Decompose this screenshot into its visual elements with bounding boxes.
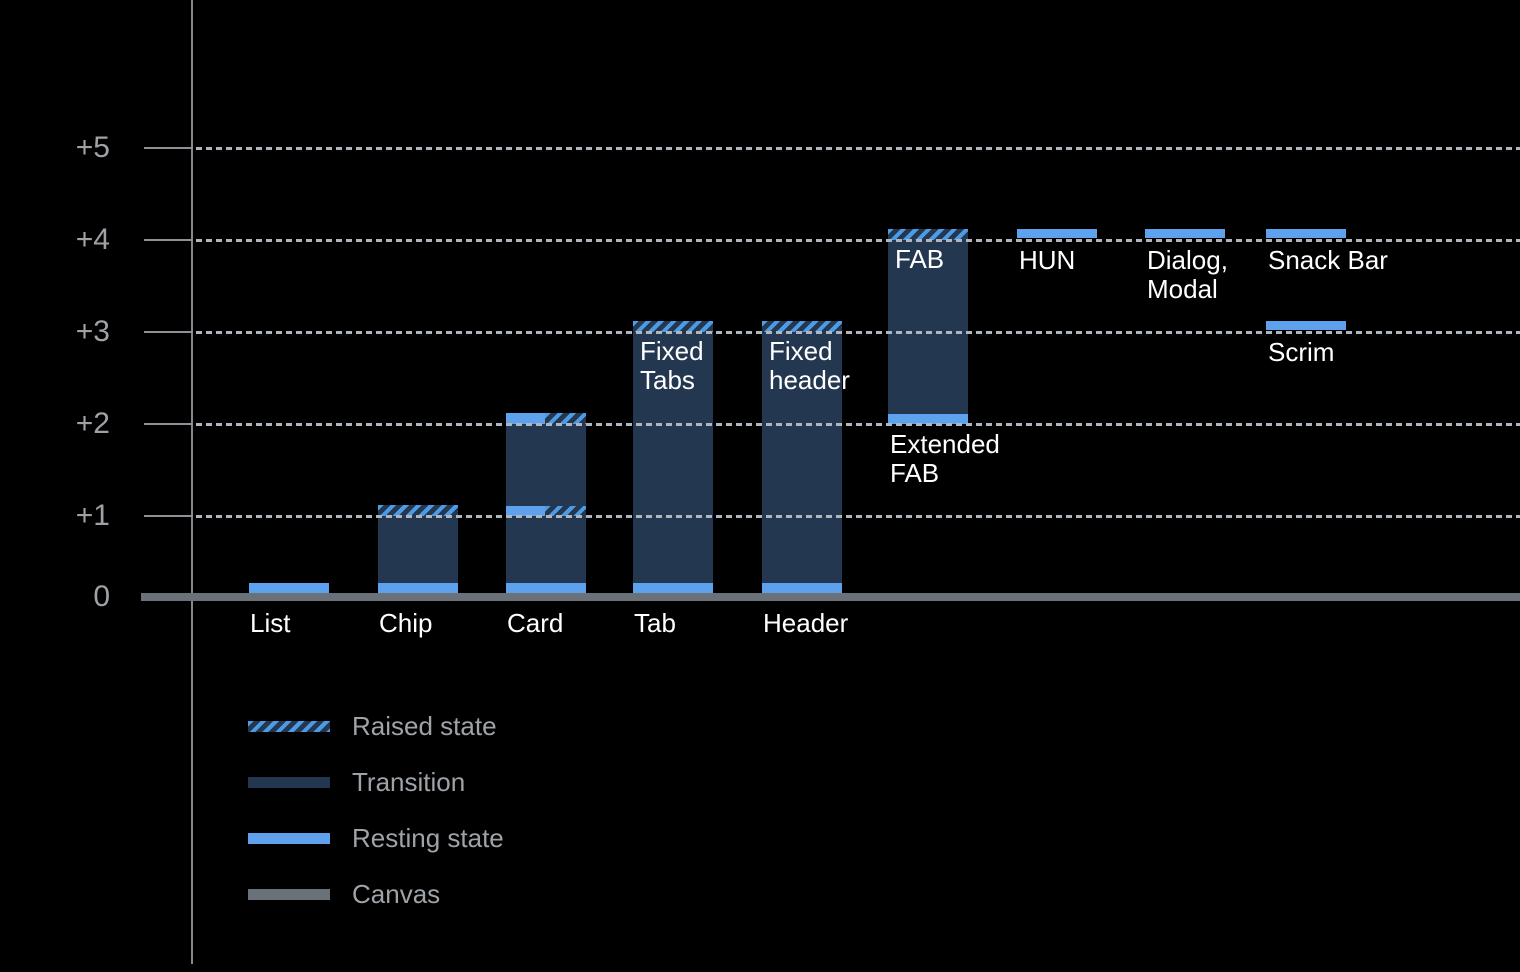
bar-scrim-below-label: Scrim [1268, 337, 1335, 367]
bar-card-resting-band [506, 583, 586, 593]
y-axis-tick-label-0: 0 [93, 580, 110, 613]
bar-snack-bar-below-label: Snack Bar [1268, 245, 1388, 275]
y-axis-tick-label-1: +1 [75, 499, 110, 532]
bar-header-axis-label: Header [763, 608, 849, 638]
gridline-1 [196, 515, 1520, 518]
gridline-4 [196, 239, 1520, 242]
bar-hun-resting-band [1017, 229, 1097, 238]
y-axis-line [191, 0, 193, 964]
bar-extended-fab-resting-band [888, 414, 968, 424]
bar-chip-axis-label: Chip [379, 608, 433, 638]
bar-card-mid-band-1-resting-half [506, 506, 545, 516]
bar-extended-fab-inner-label: FAB [895, 244, 945, 274]
legend-item-transition-swatch [248, 777, 330, 788]
bar-header-top-band [762, 321, 842, 332]
bar-card-axis-label: Card [507, 608, 564, 638]
legend-item-raised-state-swatch [248, 721, 330, 732]
y-axis-tick-label-3: +3 [75, 315, 110, 348]
bar-tab-resting-band [633, 583, 713, 593]
bar-extended-fab-below-label: Extended FAB [890, 429, 1000, 488]
legend-item-transition-label: Transition [352, 767, 466, 797]
bar-snack-bar-resting-band [1266, 229, 1346, 238]
bar-extended-fab-top-band [888, 229, 968, 240]
bar-tab-inner-label: Fixed Tabs [640, 336, 704, 395]
y-axis-tick-1 [144, 515, 193, 517]
bar-card-top-band-raised-half [545, 413, 586, 424]
legend-item-resting-state-label: Resting state [352, 823, 504, 853]
bar-card-mid-band-1 [506, 506, 586, 516]
bar-extended-fab-transition-0 [888, 240, 968, 414]
y-axis-tick-label-5: +5 [75, 131, 110, 164]
gridline-2 [196, 423, 1520, 426]
bar-card-top-band [506, 413, 586, 424]
bar-dialog-modal-resting-band [1145, 229, 1225, 238]
bar-tab-transition-0 [633, 332, 713, 583]
bar-header-transition-0 [762, 332, 842, 583]
y-axis-tick-3 [144, 331, 193, 333]
y-axis-tick-label-4: +4 [75, 223, 110, 256]
bar-chip-top-band [378, 505, 458, 516]
gridline-5 [196, 147, 1520, 150]
y-axis-tick-5 [144, 147, 193, 149]
legend-item-canvas-swatch [248, 889, 330, 900]
bar-card-transition-1 [506, 516, 586, 583]
bar-list-resting-band [249, 583, 329, 593]
legend-item-resting-state-swatch [248, 833, 330, 844]
gridline-3 [196, 331, 1520, 334]
bar-hun-below-label: HUN [1019, 245, 1076, 275]
bar-dialog-modal-below-label: Dialog, Modal [1147, 245, 1228, 304]
bar-header-inner-label: Fixed header [769, 336, 850, 395]
y-axis-tick-2 [144, 423, 193, 425]
bar-card-top-band-resting-half [506, 413, 545, 424]
bar-tab-top-band [633, 321, 713, 332]
y-axis-tick-label-2: +2 [75, 407, 110, 440]
bar-tab-axis-label: Tab [634, 608, 676, 638]
bar-header-resting-band [762, 583, 842, 593]
canvas-baseline [141, 593, 1520, 601]
bar-scrim-resting-band [1266, 321, 1346, 330]
bar-chip-transition-0 [378, 516, 458, 583]
bar-list-axis-label: List [250, 608, 291, 638]
legend-item-canvas-label: Canvas [352, 879, 441, 909]
legend-item-raised-state-label: Raised state [352, 711, 497, 741]
bar-chip-resting-band [378, 583, 458, 593]
bar-card-transition-0 [506, 424, 586, 506]
y-axis-tick-4 [144, 239, 193, 241]
bar-card-mid-band-1-raised-half [545, 506, 586, 516]
